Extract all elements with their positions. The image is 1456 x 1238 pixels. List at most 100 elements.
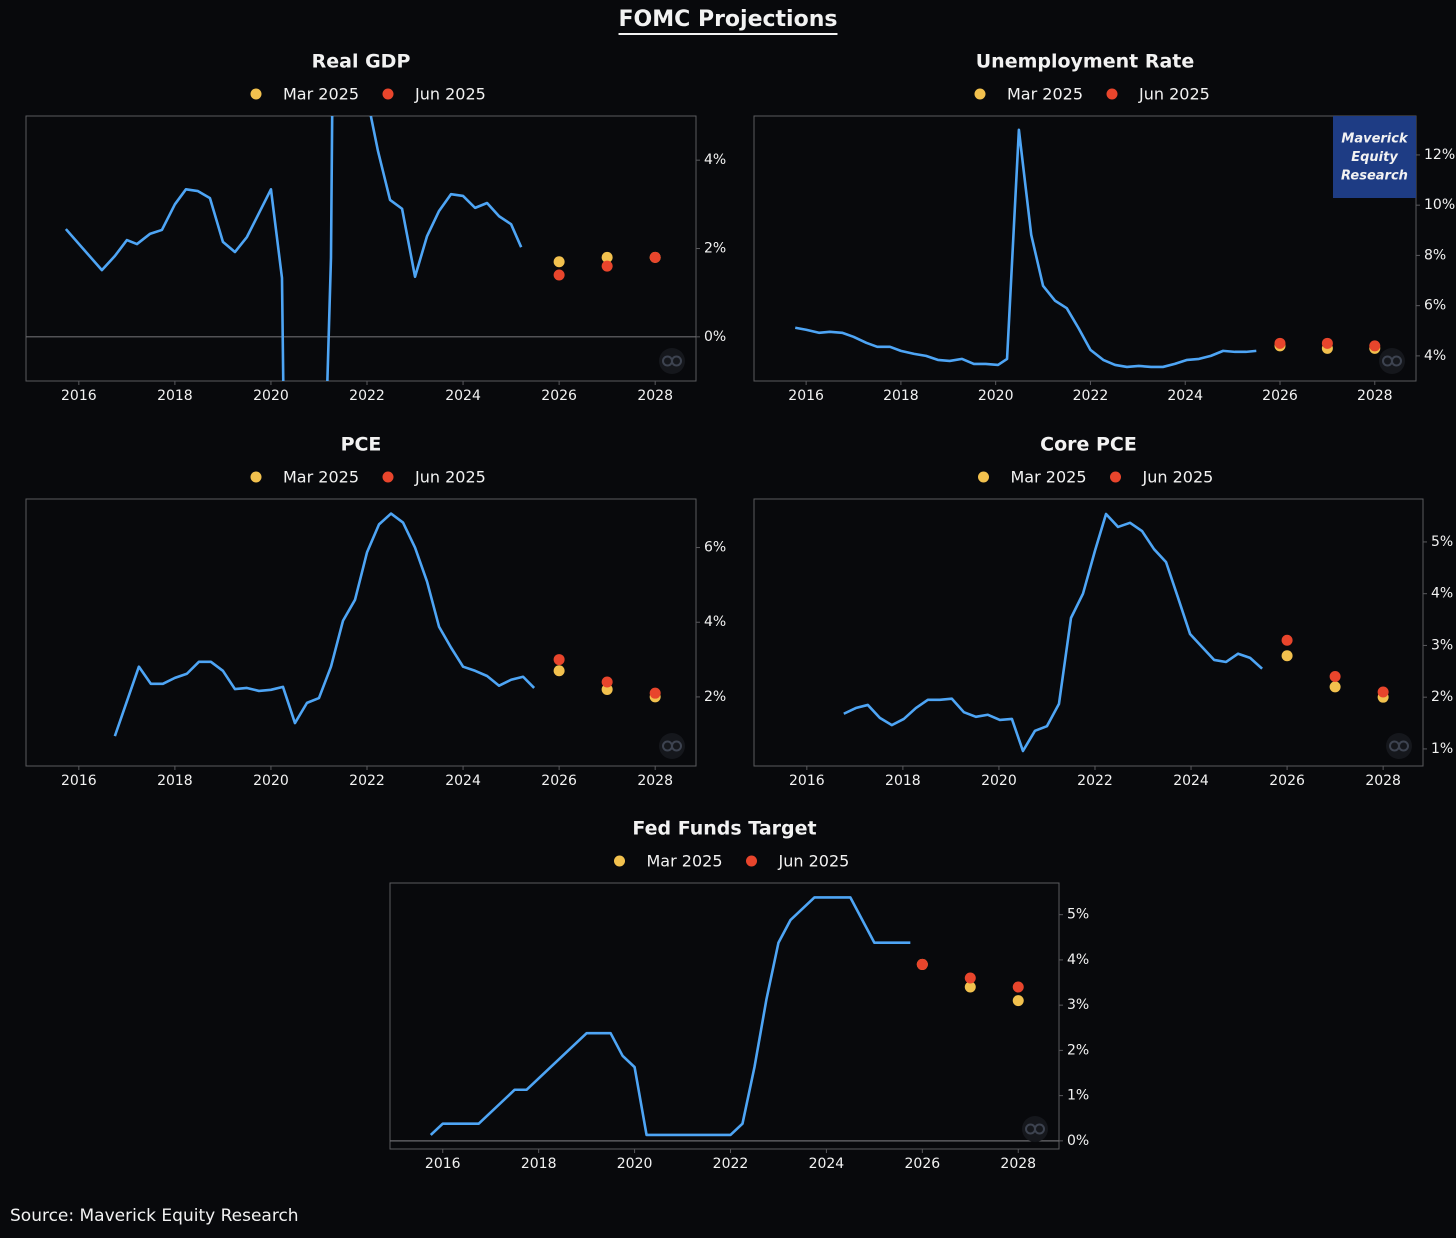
panel: PCE 2% 4% 6% 2016 2018 2020 2022 2024 2026 2028 Mar… [25, 434, 726, 789]
y-tick-label: 0% [704, 329, 726, 345]
x-tick-label: 2024 [809, 1156, 845, 1172]
x-tick-label: 2028 [1357, 388, 1393, 404]
y-tick-label: 4% [1424, 348, 1446, 364]
panel: Unemployment Rate 4% 6% 8% 10% 12% 2016 2018 202… [753, 51, 1455, 404]
x-tick-label: 2028 [637, 388, 673, 404]
legend-label: Jun 2025 [1138, 85, 1210, 104]
projection-dot [1377, 686, 1389, 698]
legend-label: Jun 2025 [414, 468, 486, 487]
x-tick-label: 2020 [617, 1156, 653, 1172]
x-tick-label: 2016 [61, 773, 97, 789]
x-tick-label: 2028 [1365, 773, 1401, 789]
projection-dot [601, 251, 613, 263]
projection-dot [649, 251, 661, 263]
y-tick-label: 3% [1067, 997, 1089, 1013]
data-line [843, 512, 1263, 753]
legend-marker [1110, 471, 1121, 483]
plot-frame [753, 115, 1417, 382]
x-tick-label: 2016 [425, 1156, 461, 1172]
data-line [794, 128, 1257, 369]
legend-marker [382, 471, 394, 483]
projection-dot [1369, 340, 1381, 352]
plot-area [794, 128, 1381, 369]
x-tick-label: 2028 [637, 773, 673, 789]
logo-glyph [662, 740, 683, 752]
x-tick-label: 2022 [349, 773, 385, 789]
plot-area [113, 512, 661, 737]
projection-dot [916, 958, 928, 970]
x-tick-label: 2026 [1262, 388, 1298, 404]
projection-dot [601, 676, 613, 688]
y-tick-label: 4% [1431, 586, 1453, 602]
y-tick-label: 12% [1424, 147, 1455, 163]
legend-marker [974, 88, 986, 100]
logo-glyph [1025, 1123, 1046, 1135]
y-tick-label: 4% [704, 152, 726, 168]
y-tick-label: 8% [1424, 247, 1446, 263]
legend-marker [250, 471, 262, 483]
projection-dot [553, 269, 565, 281]
legend-label: Mar 2025 [647, 852, 723, 871]
projection-dot [1012, 995, 1024, 1007]
x-tick-label: 2020 [253, 773, 289, 789]
panel-title: PCE [341, 434, 382, 456]
plot-frame [25, 498, 697, 767]
y-tick-label: 1% [1067, 1088, 1089, 1104]
badge-text: Equity [1351, 150, 1398, 165]
legend-marker [250, 88, 262, 100]
legend-marker [978, 471, 989, 483]
y-tick-label: 5% [1431, 534, 1453, 550]
legend-label: Jun 2025 [778, 852, 850, 871]
y-tick-label: 4% [1067, 952, 1089, 968]
x-tick-label: 2022 [349, 388, 385, 404]
x-tick-label: 2024 [1167, 388, 1203, 404]
plot-area [64, 116, 661, 381]
x-tick-label: 2020 [981, 773, 1017, 789]
data-line [64, 116, 523, 381]
projection-dot [1329, 670, 1341, 682]
panel-title: Real GDP [312, 51, 411, 73]
badge-text: Maverick [1341, 132, 1409, 147]
x-tick-label: 2018 [157, 388, 193, 404]
x-tick-label: 2026 [905, 1156, 941, 1172]
data-line [429, 896, 911, 1137]
y-tick-label: 1% [1431, 741, 1453, 757]
badge-text: Research [1341, 169, 1408, 184]
projection-dot [1281, 634, 1293, 646]
x-tick-label: 2016 [789, 773, 825, 789]
panel: Real GDP 0% 2% 4% 2016 2018 2020 2022 2024 2026 20… [25, 51, 726, 404]
x-tick-label: 2018 [883, 388, 919, 404]
plot-frame [389, 882, 1060, 1150]
plot-frame [753, 498, 1424, 767]
legend-label: Mar 2025 [1007, 85, 1083, 104]
y-tick-label: 6% [704, 540, 726, 556]
figure-title: FOMC Projections [619, 7, 838, 32]
y-tick-label: 4% [704, 614, 726, 630]
panel-title: Core PCE [1040, 434, 1137, 456]
projection-dot [1274, 337, 1286, 349]
x-tick-label: 2028 [1000, 1156, 1036, 1172]
source-note: Source: Maverick Equity Research [10, 1206, 299, 1226]
x-tick-label: 2026 [541, 388, 577, 404]
projection-dot [964, 981, 976, 993]
data-line [113, 512, 536, 737]
projection-dot [1329, 681, 1341, 693]
x-tick-label: 2024 [445, 773, 481, 789]
y-tick-label: 2% [1067, 1042, 1089, 1058]
x-tick-label: 2018 [157, 773, 193, 789]
y-tick-label: 0% [1067, 1133, 1089, 1149]
projection-dot [553, 654, 565, 666]
x-tick-label: 2024 [445, 388, 481, 404]
legend-label: Mar 2025 [283, 468, 359, 487]
logo-glyph [1382, 355, 1403, 367]
logo-glyph [662, 355, 683, 367]
x-tick-label: 2024 [1173, 773, 1209, 789]
projection-dot [964, 972, 976, 984]
legend-label: Jun 2025 [414, 85, 486, 104]
legend-marker [1106, 88, 1118, 100]
x-tick-label: 2020 [253, 388, 289, 404]
x-tick-label: 2026 [1269, 773, 1305, 789]
x-tick-label: 2018 [885, 773, 921, 789]
y-tick-label: 10% [1424, 197, 1455, 213]
